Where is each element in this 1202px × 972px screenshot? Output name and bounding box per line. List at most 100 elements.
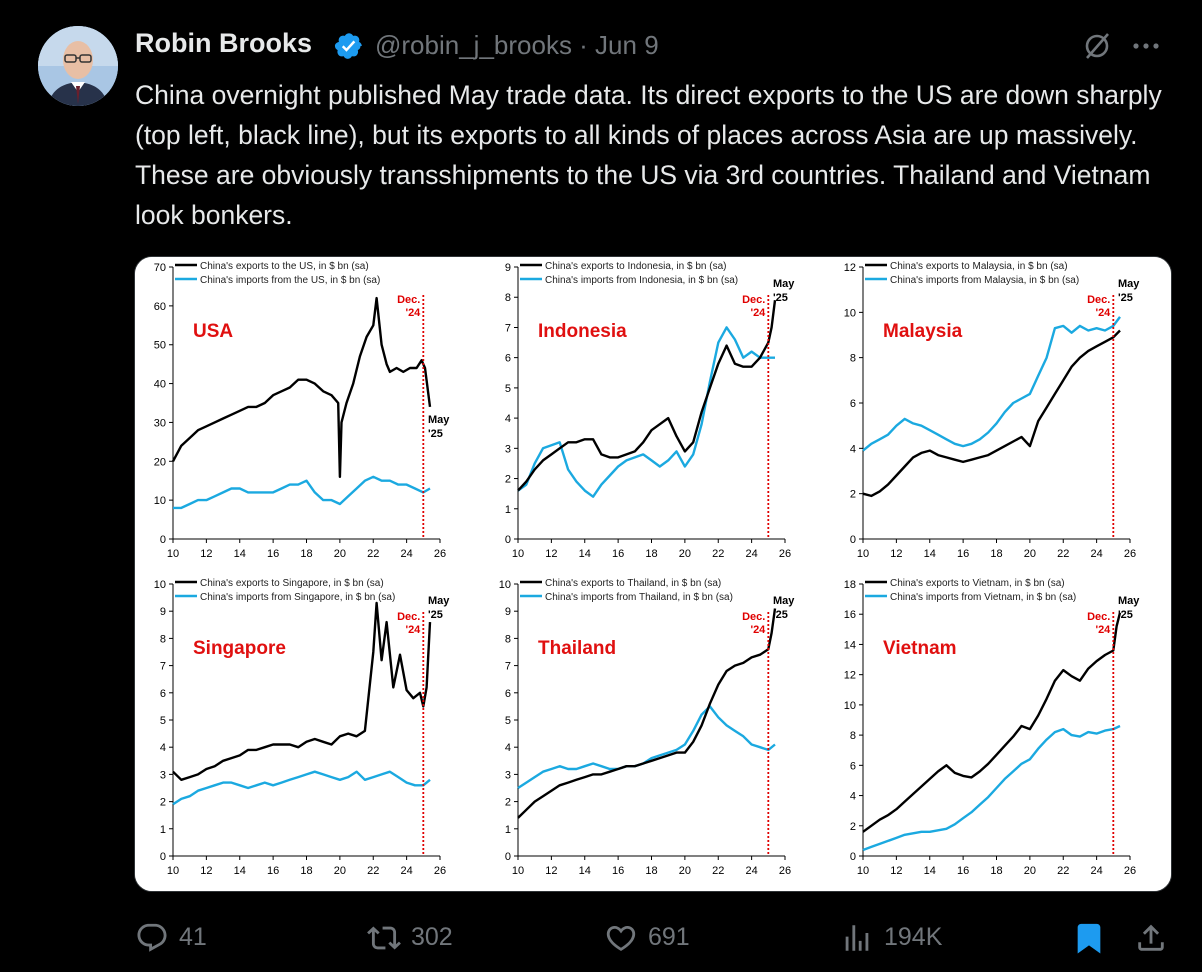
tweet-actions: 41 302 691 194K xyxy=(0,915,1202,960)
x-tick-label: 16 xyxy=(957,865,969,877)
share-button[interactable] xyxy=(1134,915,1178,960)
series-line xyxy=(172,770,431,806)
marker-label: '24 xyxy=(1095,307,1111,319)
repost-count: 302 xyxy=(411,923,453,951)
legend-entry: China's imports from Vietnam, in $ bn (s… xyxy=(890,592,1076,603)
y-tick-label: 5 xyxy=(160,715,166,727)
y-tick-label: 4 xyxy=(850,443,856,455)
views-button[interactable]: 194K xyxy=(840,915,942,960)
y-tick-label: 0 xyxy=(160,851,166,863)
verified-badge-icon[interactable] xyxy=(334,31,364,61)
y-tick-label: 9 xyxy=(160,606,166,618)
end-label: May xyxy=(428,595,450,607)
y-tick-label: 2 xyxy=(850,489,856,501)
end-label: May xyxy=(773,278,795,290)
y-tick-label: 2 xyxy=(505,474,511,486)
marker-label: '24 xyxy=(750,624,766,636)
reply-button[interactable]: 41 xyxy=(135,915,207,960)
x-tick-label: 26 xyxy=(779,865,791,877)
tweet-text: China overnight published May trade data… xyxy=(135,80,1162,230)
views-count: 194K xyxy=(884,923,943,951)
country-label: Singapore xyxy=(193,638,286,659)
y-tick-label: 8 xyxy=(850,730,856,742)
y-tick-label: 0 xyxy=(505,534,511,546)
country-label: Thailand xyxy=(538,638,616,659)
y-tick-label: 0 xyxy=(160,534,166,546)
grok-icon[interactable] xyxy=(1081,30,1113,62)
like-button[interactable]: 691 xyxy=(604,915,690,960)
y-tick-label: 7 xyxy=(505,661,511,673)
y-tick-label: 5 xyxy=(505,383,511,395)
series-line xyxy=(171,296,432,479)
x-tick-label: 22 xyxy=(712,865,724,877)
y-tick-label: 6 xyxy=(850,760,856,772)
x-tick-label: 12 xyxy=(890,865,902,877)
legend-entry: China's exports to Indonesia, in $ bn (s… xyxy=(545,261,726,272)
y-tick-label: 3 xyxy=(505,443,511,455)
series-line xyxy=(172,601,432,782)
x-tick-label: 18 xyxy=(990,548,1002,560)
repost-button[interactable]: 302 xyxy=(367,915,453,960)
marker-label: Dec. xyxy=(1087,611,1110,623)
author-name[interactable]: Robin Brooks xyxy=(135,28,313,58)
y-tick-label: 30 xyxy=(154,417,166,429)
series-line xyxy=(862,316,1121,452)
marker-label: Dec. xyxy=(742,294,765,306)
end-label: May xyxy=(1118,278,1140,290)
marker-label: '24 xyxy=(750,307,766,319)
x-tick-label: 26 xyxy=(1124,865,1136,877)
legend-entry: China's imports from Singapore, in $ bn … xyxy=(200,592,395,603)
x-tick-label: 14 xyxy=(924,548,936,560)
x-tick-label: 26 xyxy=(434,865,446,877)
end-label: '25 xyxy=(773,609,788,621)
heart-icon xyxy=(606,925,636,951)
series-line xyxy=(517,705,776,790)
x-tick-label: 16 xyxy=(957,548,969,560)
x-tick-label: 18 xyxy=(300,865,312,877)
tweet-media-image[interactable]: 0 10 20 30 40 50 60 70 10 12 14 16 18 20 22 24 26 China's… xyxy=(134,256,1172,892)
y-tick-label: 4 xyxy=(160,742,166,754)
legend-entry: China's exports to Thailand, in $ bn (sa… xyxy=(545,578,721,589)
y-tick-label: 60 xyxy=(154,301,166,313)
marker-label: Dec. xyxy=(397,611,420,623)
bookmark-button[interactable] xyxy=(1072,915,1116,960)
x-tick-label: 12 xyxy=(890,548,902,560)
x-tick-label: 26 xyxy=(1124,548,1136,560)
end-label: '25 xyxy=(428,428,443,440)
x-tick-label: 24 xyxy=(746,548,758,560)
end-label: '25 xyxy=(773,292,788,304)
author-handle-and-date[interactable]: @robin_j_brooks · Jun 9 xyxy=(375,30,659,60)
reply-count: 41 xyxy=(179,923,207,951)
x-tick-label: 14 xyxy=(579,865,591,877)
country-label: Malaysia xyxy=(883,321,963,342)
y-tick-label: 12 xyxy=(844,670,856,682)
marker-label: '24 xyxy=(405,307,421,319)
y-tick-label: 8 xyxy=(160,633,166,645)
y-tick-label: 3 xyxy=(505,769,511,781)
y-tick-label: 2 xyxy=(505,797,511,809)
y-tick-label: 1 xyxy=(505,824,511,836)
x-tick-label: 10 xyxy=(857,548,869,560)
like-count: 691 xyxy=(648,923,690,951)
series-line xyxy=(862,329,1121,498)
reply-icon xyxy=(137,923,167,952)
x-tick-label: 18 xyxy=(645,865,657,877)
more-options-icon[interactable] xyxy=(1129,36,1163,56)
y-tick-label: 20 xyxy=(154,456,166,468)
country-label: USA xyxy=(193,321,233,342)
end-label: '25 xyxy=(1118,292,1133,304)
y-tick-label: 12 xyxy=(844,262,856,274)
x-tick-label: 22 xyxy=(367,865,379,877)
y-tick-label: 18 xyxy=(844,579,856,591)
avatar[interactable] xyxy=(38,26,118,106)
x-tick-label: 22 xyxy=(1057,865,1069,877)
legend-entry: China's imports from Malaysia, in $ bn (… xyxy=(890,275,1079,286)
x-tick-label: 16 xyxy=(612,548,624,560)
country-label: Vietnam xyxy=(883,638,957,659)
y-tick-label: 6 xyxy=(160,688,166,700)
